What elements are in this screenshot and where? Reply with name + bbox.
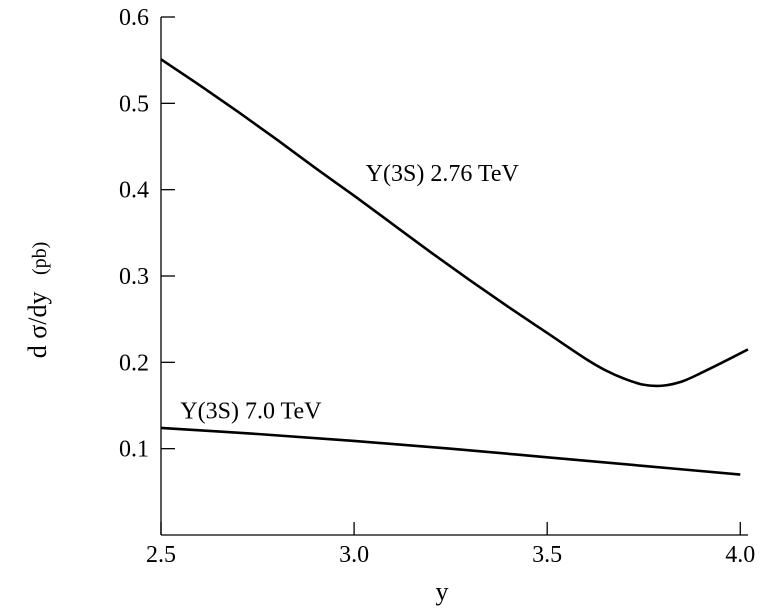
series-lines (160, 58, 749, 476)
x-tick-label-3: 4.0 (725, 542, 755, 568)
y-tick-label-4: 0.5 (119, 91, 149, 117)
y-axis-label-main: d σ/dy (23, 292, 52, 359)
x-tick-label-2: 3.5 (532, 542, 562, 568)
y-axis-label-unit: (pb) (29, 242, 51, 275)
series-annotation-1: Y(3S) 7.0 TeV (180, 398, 322, 424)
y-tick-label-5: 0.6 (119, 5, 149, 31)
annotations: Y(3S) 2.76 TeV Y(3S) 7.0 TeV (180, 161, 519, 424)
y-tick-label-2: 0.3 (119, 264, 149, 290)
x-tick-label-0: 2.5 (146, 542, 176, 568)
y-tick-label-3: 0.4 (119, 178, 149, 204)
y-tick-label-0: 0.1 (119, 437, 149, 463)
y-axis-label: d σ/dy (pb) (23, 242, 52, 359)
series-line-0 (160, 58, 749, 388)
series-annotation-0: Y(3S) 2.76 TeV (366, 161, 520, 187)
plot-area: 2.5 3.0 3.5 4.0 0.1 0.2 0.3 0.4 0.5 0.6 Y(3S) 2.… (119, 5, 755, 568)
series-line-1 (160, 426, 741, 476)
x-axis-label: y (436, 577, 449, 606)
y-axis-ticks: 0.1 0.2 0.3 0.4 0.5 0.6 (119, 5, 175, 463)
y-tick-label-1: 0.2 (119, 350, 149, 376)
x-axis-ticks: 2.5 3.0 3.5 4.0 (146, 522, 755, 568)
x-tick-label-1: 3.0 (339, 542, 369, 568)
